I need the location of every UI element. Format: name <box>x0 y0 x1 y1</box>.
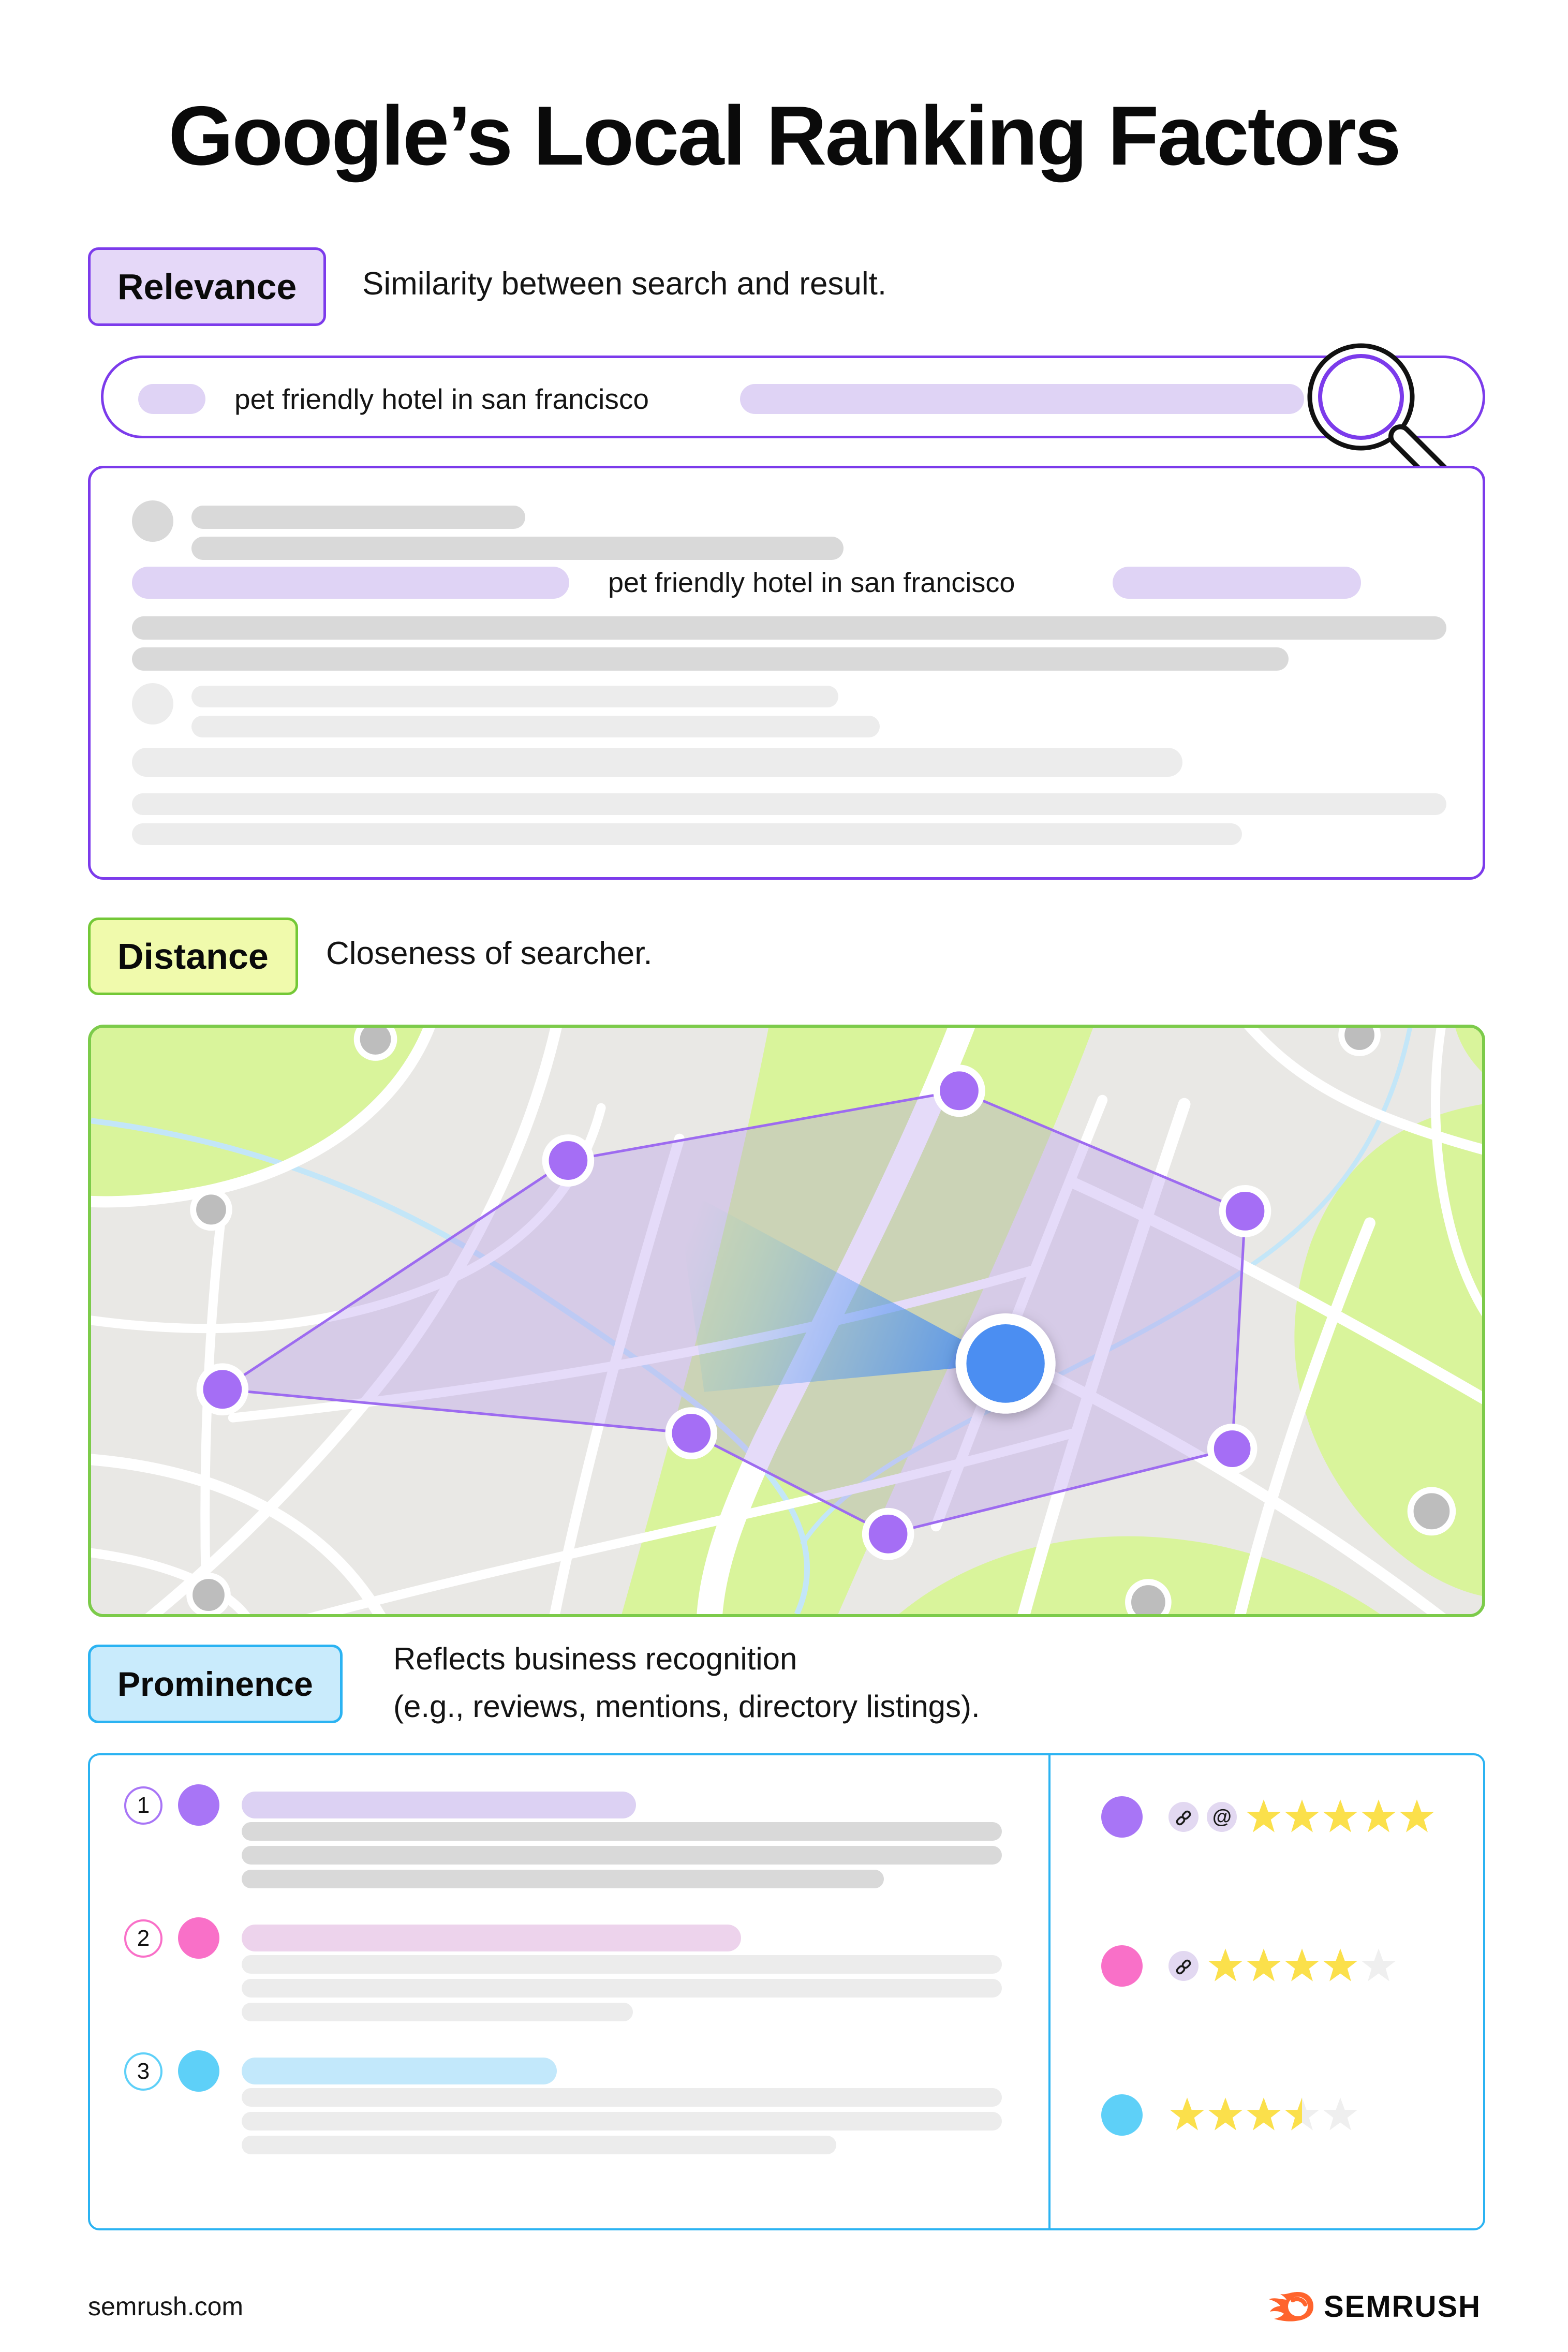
recognition-row: @ <box>1101 1796 1437 1838</box>
star-icon <box>1245 1946 1282 1984</box>
listing-text-placeholder <box>242 2136 836 2154</box>
star-icon <box>1283 2095 1321 2133</box>
listing-text-placeholder <box>242 2088 1002 2107</box>
page-title: Google’s Local Ranking Factors <box>168 89 1401 183</box>
star-icon <box>1207 1946 1244 1984</box>
listing-text-placeholder <box>242 2112 1002 2131</box>
search-results-card: pet friendly hotel in san francisco <box>88 466 1485 880</box>
star-icon <box>1322 1946 1359 1984</box>
map-illustration <box>91 1028 1482 1614</box>
prominence-description-line2: (e.g., reviews, mentions, directory list… <box>393 1689 980 1724</box>
star-icon <box>1283 1946 1321 1984</box>
prominence-description: Reflects business recognition (e.g., rev… <box>393 1635 980 1730</box>
listing-title-placeholder <box>242 1792 636 1818</box>
star-rating <box>1207 1946 1398 1986</box>
listing-text-placeholder <box>242 1822 1002 1841</box>
listing-dot <box>178 1784 219 1826</box>
star-rating <box>1168 2095 1360 2135</box>
result-title-placeholder <box>191 686 838 707</box>
search-chip-placeholder <box>138 384 205 414</box>
rank-badge: 3 <box>124 2052 162 2091</box>
star-icon <box>1360 1946 1397 1984</box>
map-roads <box>91 1028 1482 1614</box>
result-url-placeholder <box>191 537 844 560</box>
searcher-beam <box>675 1185 1006 1392</box>
star-icon <box>1360 1797 1397 1835</box>
listing-text-placeholder <box>242 1846 1002 1865</box>
star-icon <box>1245 1797 1282 1835</box>
result-title-placeholder <box>191 506 525 529</box>
rank-badge: 1 <box>124 1786 162 1825</box>
star-icon <box>1207 2095 1244 2133</box>
recognition-row <box>1101 2094 1360 2136</box>
result-url-placeholder <box>191 716 880 737</box>
result-text-placeholder <box>132 823 1242 845</box>
star-icon <box>1322 2095 1359 2133</box>
card-divider <box>1048 1755 1051 2228</box>
listing-text-placeholder <box>242 1870 884 1888</box>
listing-title-placeholder <box>242 1925 741 1951</box>
business-marker-icons <box>196 1064 1271 1560</box>
star-icon <box>1245 2095 1282 2133</box>
relevance-badge: Relevance <box>88 247 327 326</box>
map-gray-dots <box>186 1028 1456 1614</box>
star-icon <box>1283 1797 1321 1835</box>
distance-badge: Distance <box>88 918 298 995</box>
semrush-flame-icon <box>1269 2291 1313 2321</box>
result-avatar-placeholder <box>132 500 173 542</box>
prominence-badge: Prominence <box>88 1645 343 1723</box>
listing-dot <box>1101 2094 1143 2136</box>
search-bar: pet friendly hotel in san francisco <box>101 356 1485 438</box>
listing-dot <box>1101 1796 1143 1838</box>
result-highlight-text: pet friendly hotel in san francisco <box>608 567 1015 598</box>
searcher-location-icon <box>955 1313 1056 1414</box>
star-icon <box>1398 1797 1436 1835</box>
result-avatar-placeholder <box>132 683 173 724</box>
distance-map <box>88 1025 1485 1617</box>
relevance-description: Similarity between search and result. <box>362 266 887 302</box>
listing-dot <box>178 2050 219 2092</box>
result-text-placeholder <box>132 616 1446 640</box>
listing-dot <box>1101 1945 1143 1987</box>
recognition-row <box>1101 1945 1398 1987</box>
at-icon: @ <box>1207 1802 1237 1832</box>
listing-title-placeholder <box>242 2058 557 2084</box>
listings-card: 1 2 3 @ <box>88 1753 1485 2230</box>
brand-wordmark: SEMRUSH <box>1324 2290 1482 2324</box>
footer-site-url: semrush.com <box>88 2292 244 2321</box>
result-text-placeholder <box>132 647 1289 671</box>
search-query-text: pet friendly hotel in san francisco <box>234 383 649 415</box>
listing-text-placeholder <box>242 2003 633 2021</box>
listing-text-placeholder <box>242 1979 1002 1998</box>
rank-badge: 2 <box>124 1919 162 1958</box>
recognition-badges: @ <box>1168 1802 1245 1832</box>
listing-text-placeholder <box>242 1955 1002 1974</box>
star-rating <box>1245 1797 1437 1837</box>
result-highlight-placeholder-right <box>1113 567 1361 599</box>
prominence-description-line1: Reflects business recognition <box>393 1641 797 1676</box>
distance-description: Closeness of searcher. <box>326 936 653 971</box>
link-icon <box>1168 1951 1199 1981</box>
result-highlight-placeholder <box>132 567 569 599</box>
star-icon <box>1168 2095 1206 2133</box>
search-suggestion-placeholder <box>740 384 1304 414</box>
star-icon <box>1322 1797 1359 1835</box>
link-icon <box>1168 1802 1199 1832</box>
brand-logo: SEMRUSH <box>1267 2289 1481 2324</box>
result-text-placeholder <box>132 793 1446 815</box>
recognition-badges <box>1168 1951 1207 1981</box>
map-parks <box>91 1028 1482 1614</box>
result-text-placeholder <box>132 748 1182 777</box>
listing-dot <box>178 1917 219 1959</box>
